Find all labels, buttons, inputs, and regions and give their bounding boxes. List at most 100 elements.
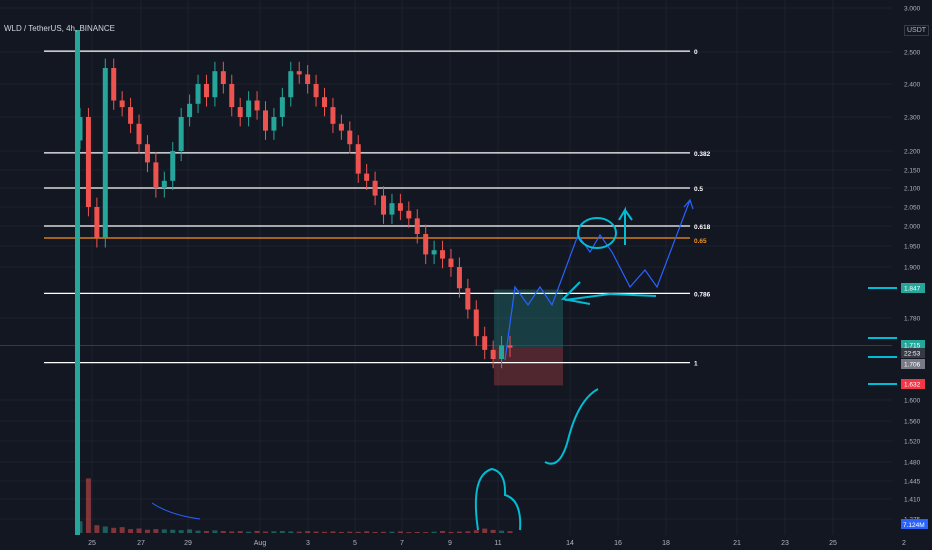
candle-body [75,30,80,535]
price-tag-label: 1.632 [904,382,921,389]
fib-retracement: 0 0.382 0.5 0.618 0.65 0.786 1 [44,49,711,368]
curve-drawing [544,388,599,465]
price-tick-label: 1.520 [904,439,921,446]
price-tag [901,359,925,369]
price-tag-label: 1.715 [904,343,921,350]
candle-body [397,203,403,211]
candles [75,30,513,535]
fib-level-label: 0 [694,49,698,56]
candle-body [448,258,454,267]
price-tick-label: 2.200 [904,149,921,156]
outline-drawing [474,467,522,531]
candle-body [364,173,370,181]
price-tag [901,283,925,293]
price-tag-label: 1.847 [904,286,921,293]
currency-button[interactable]: USDT [904,25,930,36]
candle-body [490,349,496,359]
symbol-title: WLD / TetherUS, 4h, BINANCE [4,24,115,33]
arrow-head-drawing [683,198,694,210]
volume-bar [153,529,159,533]
volume-bar [364,531,370,533]
time-tick-label: 5 [353,540,357,547]
volume-bar [406,532,412,533]
candle-body [279,97,285,117]
candle-body [237,107,243,117]
volume-bar [423,532,429,533]
candle-body [482,336,488,350]
price-tick-label: 1.780 [904,316,921,323]
volume-bar [322,531,328,533]
candle-body [288,71,294,98]
arrow-drawing [564,292,657,301]
volume-bar [372,531,378,533]
time-tick-label: 14 [566,540,574,547]
time-tick-label: 2 [902,540,906,547]
volume-bar [414,531,420,533]
candle-body [355,144,361,174]
volume-bar [296,531,302,533]
price-tick-label: 2.100 [904,186,921,193]
volume-tag [901,519,928,529]
volume-bar [229,531,235,533]
volume-bar [482,528,488,533]
candle-body [220,71,226,84]
fib-level-label: 0.382 [694,151,711,158]
volume-bar [119,527,125,533]
annotation-drawings [151,198,897,531]
candle-body [330,107,336,124]
price-tick-label: 2.050 [904,205,921,212]
volume-bar [288,531,294,533]
candle-body [322,97,328,108]
candle-body [381,195,387,215]
fib-level-label: 0.786 [694,291,711,298]
volume-bar [161,529,167,533]
volume-bar [456,531,462,533]
candle-body [296,71,302,75]
candle-body [246,100,252,117]
price-tick-label: 1.600 [904,398,921,405]
candle-body [465,288,471,310]
candle-body [187,103,193,117]
candle-body [313,84,319,98]
volume-bar [94,525,100,533]
volume-bar [111,527,117,533]
candle-body [431,250,437,255]
volume-bar [355,531,361,533]
candle-body [161,180,167,188]
volume-bar [246,531,252,533]
candle-body [85,117,91,207]
candle-body [271,117,277,131]
volume-bar [397,531,403,533]
candle-body [440,250,446,259]
price-tick-label: 1.410 [904,497,921,504]
candle-body [262,110,268,131]
price-tick-label: 1.445 [904,479,921,486]
candle-body [254,100,260,111]
candle-body [305,74,311,84]
candle-body [203,84,209,98]
volume-bar [313,531,319,533]
projected-path-drawing [504,199,691,361]
price-tick-label: 1.900 [904,265,921,272]
time-tick-label: 3 [306,540,310,547]
candle-body [338,123,344,131]
volume-bar [389,531,395,533]
volume-bar [440,531,446,533]
time-tick-label: 25 [829,540,837,547]
volume-bar [195,530,201,533]
volume-bar [338,531,344,533]
volume-bar [448,531,454,533]
volume-bar [170,529,176,533]
time-tick-label: 7 [400,540,404,547]
candle-body [229,84,235,108]
candle-body [178,117,184,151]
volume-bar [187,529,193,533]
volume-bars [77,478,513,533]
price-tick-label: 1.480 [904,460,921,467]
volume-bar [305,531,311,533]
candle-body [372,180,378,196]
chart-grid [0,0,905,535]
volume-bar [465,531,471,533]
volume-bar [212,530,218,533]
